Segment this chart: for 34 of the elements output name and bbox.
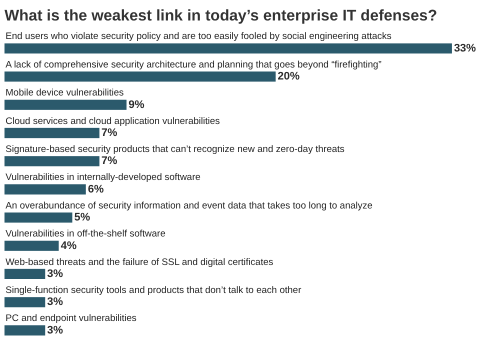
y-tick-label: Cloud services and cloud application vulnerabilities: [6, 116, 220, 127]
y-tick-label: Vulnerabilities in off-the-shelf software: [6, 228, 166, 240]
data-label: 20%: [278, 70, 300, 83]
data-label: 7%: [101, 155, 118, 168]
data-label: 4%: [60, 240, 77, 252]
y-tick-label: An overabundance of security information and event data that takes too long to analyze: [6, 200, 373, 212]
bar: [4, 297, 46, 308]
bar: [4, 43, 452, 54]
bar: [4, 268, 46, 280]
bar: [4, 212, 72, 223]
y-tick-label: A lack of comprehensive security architecture and planning that goes beyond “firefighting”: [6, 59, 382, 70]
y-tick-label: Mobile device vulnerabilities: [6, 88, 124, 99]
data-label: 9%: [128, 98, 145, 111]
data-label: 3%: [47, 268, 64, 280]
chart-title: What is the weakest link in today’s enterprise IT defenses?: [4, 8, 438, 24]
bar: [4, 128, 100, 138]
y-tick-label: Signature-based security products that can’t recognize new and zero-day threats: [6, 144, 345, 155]
bar: [4, 156, 100, 166]
data-label: 6%: [88, 183, 104, 196]
bar: [4, 184, 86, 194]
y-tick-label: PC and endpoint vulnerabilities: [6, 313, 137, 324]
data-label: 7%: [101, 126, 118, 139]
y-tick-label: Web-based threats and the failure of SSL and digital certificates: [6, 256, 274, 268]
y-tick-label: End users who violate security policy and are too easily fooled by social engineering attacks: [6, 31, 392, 42]
bar: [4, 325, 46, 336]
y-tick-label: Vulnerabilities in internally-developed software: [6, 172, 201, 184]
bar: [4, 240, 59, 251]
bar: [4, 100, 127, 110]
bar: [4, 72, 276, 82]
data-label: 3%: [47, 296, 64, 308]
y-tick-label: Single-function security tools and products that don’t talk to each other: [6, 284, 302, 296]
data-label: 33%: [454, 42, 476, 54]
data-label: 3%: [47, 324, 64, 336]
data-label: 5%: [74, 212, 90, 224]
